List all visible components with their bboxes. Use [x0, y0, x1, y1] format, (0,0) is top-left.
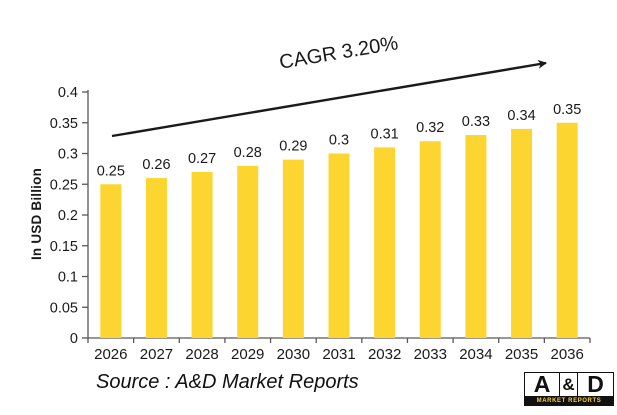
y-tick-label: 0.3	[58, 147, 78, 163]
bar-2033	[419, 141, 441, 338]
logo-letter-d: D	[577, 372, 614, 397]
bar-2035	[511, 128, 533, 338]
x-category-label: 2028	[185, 346, 218, 363]
bar-value-label: 0.29	[279, 139, 307, 155]
bar-value-label: 0.26	[142, 157, 170, 173]
logo-letters-row: A & D	[524, 372, 614, 397]
bar-value-label: 0.33	[462, 114, 490, 130]
y-tick-label: 0.4	[58, 85, 78, 101]
bar-2026	[100, 184, 122, 338]
x-category-label: 2026	[94, 346, 127, 363]
logo-letter-a: A	[524, 372, 560, 397]
y-tick-label: 0.1	[58, 270, 78, 286]
bar-value-label: 0.35	[553, 102, 581, 118]
trend-arrow	[111, 59, 547, 138]
bar-value-label: 0.34	[507, 108, 535, 124]
bar-2031	[328, 153, 350, 338]
x-category-label: 2029	[231, 346, 264, 363]
bar-2034	[465, 135, 487, 338]
x-category-label: 2030	[277, 346, 310, 363]
bar-value-label: 0.25	[97, 163, 125, 179]
bar-2027	[145, 178, 167, 338]
x-category-label: 2027	[140, 346, 173, 363]
bar-2029	[237, 165, 259, 338]
bar-value-label: 0.3	[329, 133, 349, 149]
logo-ampersand: &	[560, 372, 577, 397]
source-caption: Source : A&D Market Reports	[96, 371, 359, 393]
x-category-label: 2035	[505, 346, 538, 363]
bar-2030	[282, 159, 304, 338]
y-tick-label: 0	[70, 331, 78, 347]
y-tick-label: 0.35	[50, 116, 78, 132]
bar-2036	[556, 122, 578, 338]
x-category-label: 2034	[459, 346, 492, 363]
x-category-label: 2031	[322, 346, 355, 363]
bar-value-label: 0.31	[371, 126, 399, 142]
bar-value-label: 0.32	[416, 120, 444, 136]
x-category-label: 2036	[550, 346, 583, 363]
bar-2032	[374, 147, 396, 338]
bar-value-label: 0.27	[188, 151, 216, 167]
y-tick-label: 0.25	[50, 177, 78, 193]
y-tick-label: 0.15	[50, 239, 78, 255]
bar-value-label: 0.28	[234, 145, 262, 161]
y-tick-label: 0.05	[50, 300, 78, 316]
x-category-label: 2033	[414, 346, 447, 363]
x-category-label: 2032	[368, 346, 401, 363]
bar-2028	[191, 171, 213, 338]
y-tick-label: 0.2	[58, 208, 78, 224]
brand-logo: A & D MARKET REPORTS	[524, 372, 614, 406]
y-axis-title: In USD Billion	[29, 167, 44, 261]
logo-tagline: MARKET REPORTS	[524, 397, 614, 406]
